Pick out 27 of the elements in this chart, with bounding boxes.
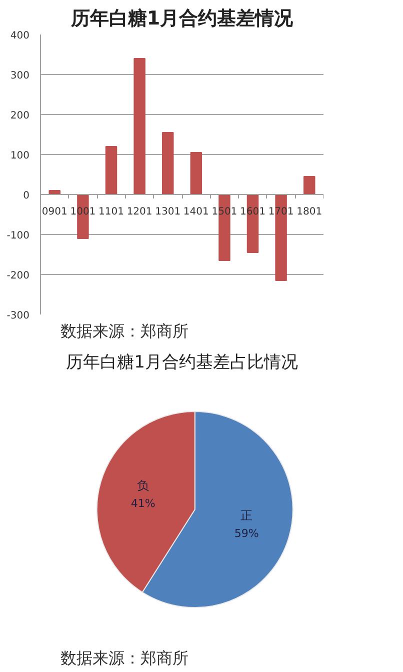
y-tick-label: 400 — [10, 30, 30, 42]
y-tick-label: 200 — [10, 110, 30, 122]
bar — [105, 146, 118, 195]
y-tick-label: 100 — [10, 150, 30, 162]
x-tick-label: 1201 — [126, 206, 152, 218]
bar — [303, 176, 316, 195]
x-tick-label: 1801 — [296, 206, 322, 218]
data-label: 41% — [130, 496, 156, 510]
y-tick-label: -300 — [6, 310, 30, 322]
y-tick-label: 300 — [10, 70, 30, 82]
y-tick-label: -200 — [6, 270, 30, 282]
chart-title: 历年白糖1月合约基差占比情况 — [66, 352, 298, 372]
y-tick-label: 0 — [23, 190, 30, 202]
y-tick-label: -100 — [6, 230, 30, 242]
x-tick-label: 1101 — [98, 206, 124, 218]
x-tick-label: 1301 — [155, 206, 181, 218]
bar — [134, 58, 146, 195]
source-note: 数据来源：郑商所 — [60, 648, 188, 668]
x-tick-label: 0901 — [42, 206, 68, 218]
chart-title: 历年白糖1月合约基差情况 — [70, 8, 294, 30]
x-tick-label: 1401 — [183, 206, 209, 218]
slice-label: 负 — [137, 478, 150, 492]
source-note: 数据来源：郑商所 — [60, 322, 188, 340]
slice-label: 正 — [240, 508, 253, 523]
bar — [190, 152, 202, 195]
data-label: 59% — [234, 527, 259, 540]
bar — [162, 132, 174, 195]
